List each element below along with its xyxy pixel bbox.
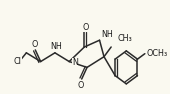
Text: OCH₃: OCH₃ [147,49,168,58]
Text: O: O [82,23,88,32]
Text: N: N [72,58,78,67]
Text: NH: NH [50,42,62,51]
Text: CH₃: CH₃ [117,34,132,43]
Text: NH: NH [101,30,113,39]
Text: O: O [31,40,38,49]
Text: Cl: Cl [14,57,22,66]
Text: O: O [78,81,84,90]
